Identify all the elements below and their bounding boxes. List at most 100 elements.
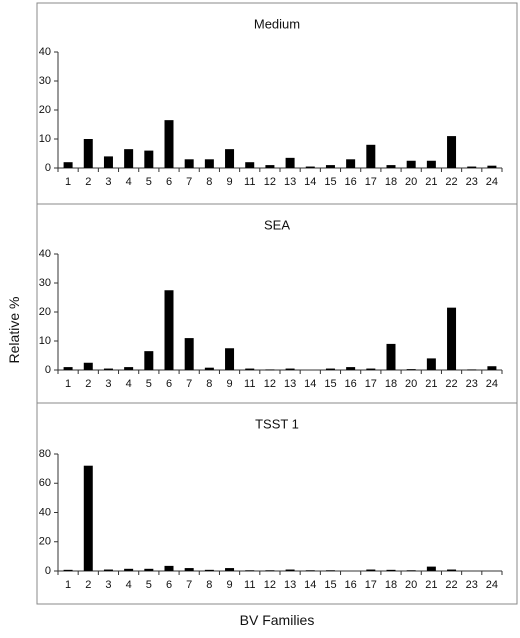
bar <box>184 159 194 168</box>
bar <box>487 366 497 370</box>
y-tick-label: 0 <box>45 565 51 577</box>
x-tick-label: 3 <box>105 176 111 188</box>
x-tick-label: 3 <box>105 579 111 591</box>
bar <box>144 568 154 571</box>
bar <box>245 368 255 370</box>
bar <box>265 369 275 371</box>
bar <box>265 570 275 572</box>
x-tick-label: 22 <box>445 176 457 188</box>
x-tick-label: 4 <box>126 579 132 591</box>
bar <box>164 120 174 168</box>
x-tick-label: 15 <box>324 378 336 390</box>
bar <box>245 570 255 572</box>
panel-title: SEA <box>264 217 290 232</box>
bar <box>124 367 134 370</box>
bar <box>386 343 396 370</box>
bar <box>406 570 416 572</box>
bar <box>225 568 235 571</box>
x-tick-label: 23 <box>466 378 478 390</box>
x-tick-label: 3 <box>105 378 111 390</box>
bar <box>447 307 457 370</box>
x-tick-label: 16 <box>345 378 357 390</box>
x-tick-label: 12 <box>264 579 276 591</box>
x-tick-label: 13 <box>284 378 296 390</box>
bar <box>366 144 376 168</box>
bar <box>103 156 113 168</box>
bar <box>426 160 436 168</box>
bar <box>467 166 477 168</box>
x-tick-label: 22 <box>445 378 457 390</box>
bar <box>103 569 113 571</box>
bar <box>204 569 214 571</box>
x-axis-title: BV Families <box>239 612 315 628</box>
x-tick-label: 20 <box>405 579 417 591</box>
x-tick-label: 14 <box>304 176 316 188</box>
bar <box>366 368 376 370</box>
y-tick-label: 40 <box>39 46 51 58</box>
x-tick-label: 2 <box>85 579 91 591</box>
x-tick-label: 8 <box>206 176 212 188</box>
x-tick-label: 6 <box>166 378 172 390</box>
x-tick-label: 7 <box>186 176 192 188</box>
bar <box>366 569 376 571</box>
x-tick-label: 1 <box>65 579 71 591</box>
bar <box>325 570 335 572</box>
x-tick-label: 14 <box>304 378 316 390</box>
y-tick-label: 0 <box>45 364 51 376</box>
panel-title: TSST 1 <box>255 416 299 431</box>
x-tick-label: 20 <box>405 176 417 188</box>
x-tick-label: 18 <box>385 579 397 591</box>
x-tick-label: 17 <box>365 378 377 390</box>
bar <box>83 465 93 571</box>
figure-frame <box>36 2 518 605</box>
bar <box>305 570 315 572</box>
bar <box>83 362 93 370</box>
bar <box>204 367 214 370</box>
bar <box>346 159 356 168</box>
x-tick-label: 9 <box>226 579 232 591</box>
bar <box>285 157 295 168</box>
bar <box>447 569 457 571</box>
bar <box>426 566 436 571</box>
bar <box>325 165 335 168</box>
x-tick-label: 21 <box>425 579 437 591</box>
x-tick-label: 21 <box>425 176 437 188</box>
x-tick-label: 8 <box>206 579 212 591</box>
bar <box>467 369 477 371</box>
x-tick-label: 20 <box>405 378 417 390</box>
bar <box>386 165 396 168</box>
bar <box>63 162 73 168</box>
bar <box>63 367 73 370</box>
x-tick-label: 24 <box>486 176 498 188</box>
bar <box>164 565 174 571</box>
y-tick-label: 10 <box>39 335 51 347</box>
x-tick-label: 12 <box>264 176 276 188</box>
bar <box>406 369 416 370</box>
x-tick-label: 23 <box>466 579 478 591</box>
x-tick-label: 2 <box>85 378 91 390</box>
x-tick-label: 21 <box>425 378 437 390</box>
bar <box>124 568 134 571</box>
x-tick-label: 6 <box>166 176 172 188</box>
bar <box>144 351 154 370</box>
bar <box>144 150 154 168</box>
x-tick-label: 9 <box>226 378 232 390</box>
bar <box>285 368 295 370</box>
bar <box>164 290 174 370</box>
x-tick-label: 17 <box>365 176 377 188</box>
x-tick-label: 4 <box>126 176 132 188</box>
x-tick-label: 15 <box>324 579 336 591</box>
y-tick-label: 80 <box>39 448 51 460</box>
bar <box>204 159 214 168</box>
x-tick-label: 7 <box>186 378 192 390</box>
y-tick-label: 30 <box>39 277 51 289</box>
bar <box>285 569 295 571</box>
x-tick-label: 5 <box>146 176 152 188</box>
bar <box>265 165 275 168</box>
bar <box>225 348 235 370</box>
x-tick-label: 6 <box>166 579 172 591</box>
x-tick-label: 13 <box>284 579 296 591</box>
x-tick-label: 18 <box>385 378 397 390</box>
y-tick-label: 10 <box>39 133 51 145</box>
